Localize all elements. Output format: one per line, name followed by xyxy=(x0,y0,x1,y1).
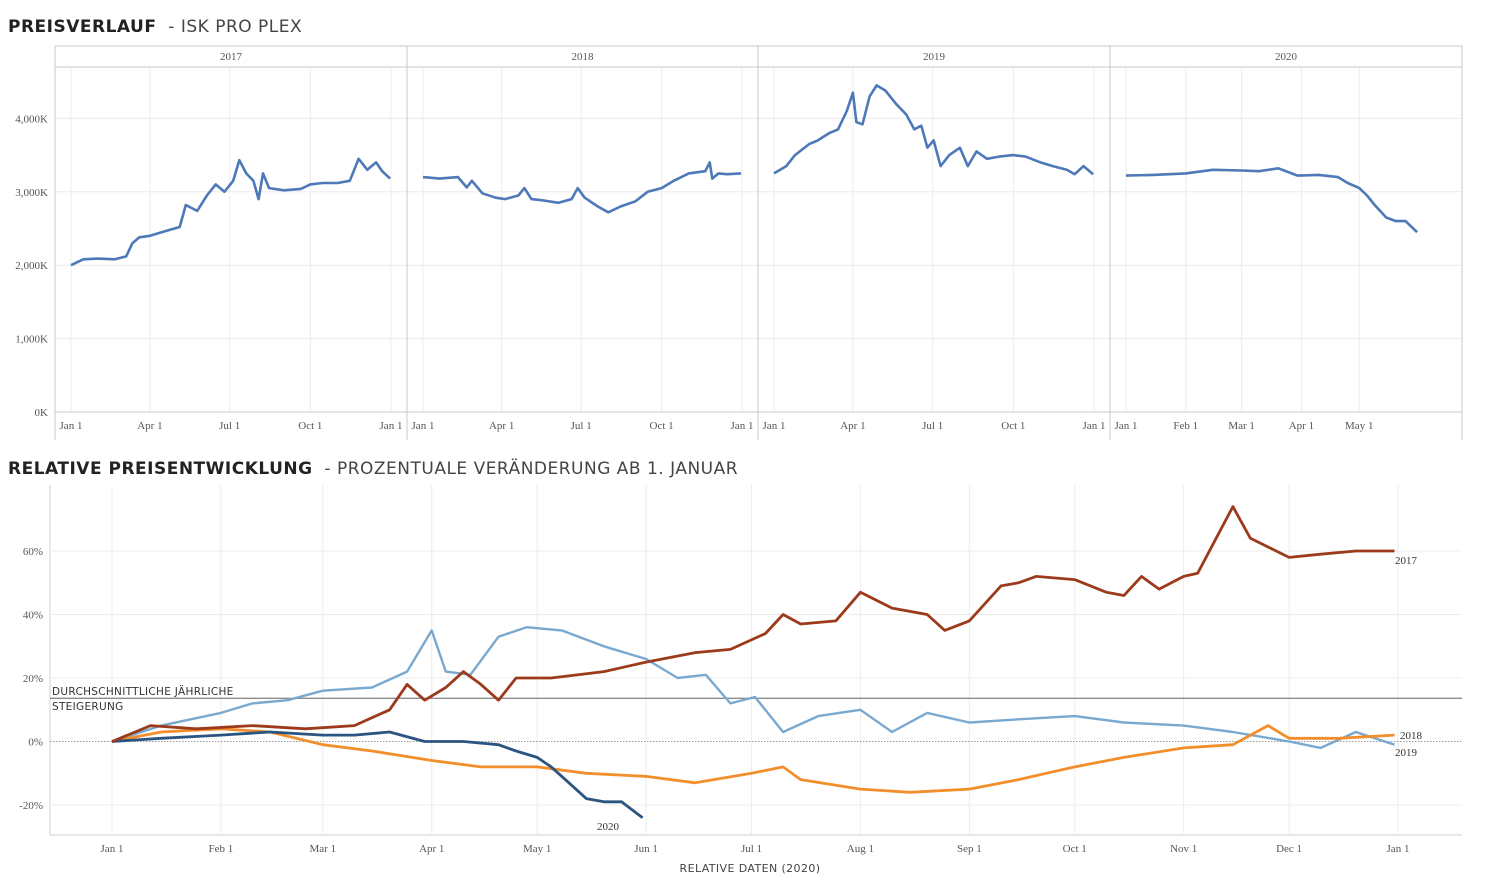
x-tick-label: Jan 1 xyxy=(1083,420,1106,432)
y-tick-label: 1,000K xyxy=(15,334,48,346)
x-tick-label: Oct 1 xyxy=(1063,843,1087,855)
x-tick-label: Jul 1 xyxy=(219,420,240,432)
price-line-2017 xyxy=(70,157,391,267)
panel-header-label: 2017 xyxy=(220,51,243,63)
x-tick-label: Aug 1 xyxy=(847,843,874,855)
x-tick-label: May 1 xyxy=(523,843,551,855)
y-tick-label: 20% xyxy=(23,673,43,685)
x-tick-label: Apr 1 xyxy=(419,843,444,855)
x-tick-label: Jan 1 xyxy=(380,420,403,432)
x-tick-label: Feb 1 xyxy=(1173,420,1198,432)
y-tick-label: 60% xyxy=(23,546,43,558)
y-tick-label: 4,000K xyxy=(15,113,48,125)
x-tick-label: Jun 1 xyxy=(634,843,658,855)
x-tick-label: Nov 1 xyxy=(1170,843,1197,855)
relative-line-2019 xyxy=(111,626,1395,750)
y-tick-label: 2,000K xyxy=(15,260,48,272)
x-tick-label: May 1 xyxy=(1345,420,1373,432)
x-tick-label: Jul 1 xyxy=(571,420,592,432)
x-tick-label: Sep 1 xyxy=(957,843,982,855)
price-line-2020 xyxy=(1125,167,1418,234)
price-history-title: PREISVERLAUF - ISK PRO PLEX xyxy=(8,17,303,37)
x-tick-label: Dec 1 xyxy=(1276,843,1302,855)
y-tick-label: 40% xyxy=(23,610,43,622)
price-history-chart: 0K 1,000K 2,000K 3,000K 4,000K 2017 Jan 1 Apr 1… xyxy=(15,45,1463,440)
x-tick-label: Jan 1 xyxy=(731,420,754,432)
x-tick-label: Apr 1 xyxy=(840,420,865,432)
price-line-2019 xyxy=(773,84,1094,176)
average-increase-label-line2: STEIGERUNG xyxy=(52,701,124,713)
x-tick-label: Jan 1 xyxy=(1387,843,1410,855)
x-tick-label: Oct 1 xyxy=(650,420,674,432)
x-tick-label: Jan 1 xyxy=(763,420,786,432)
panel-header-label: 2019 xyxy=(923,51,946,63)
x-tick-label: Apr 1 xyxy=(489,420,514,432)
y-tick-label: 3,000K xyxy=(15,187,48,199)
panel-header-label: 2020 xyxy=(1275,51,1298,63)
y-tick-label: 0% xyxy=(28,737,43,749)
x-tick-label: Apr 1 xyxy=(1289,420,1314,432)
x-tick-label: Jul 1 xyxy=(741,843,762,855)
x-tick-label: Mar 1 xyxy=(310,843,337,855)
relative-line-2018 xyxy=(111,724,1395,794)
average-increase-label-line1: DURCHSCHNITTLICHE JÄHRLICHE xyxy=(52,685,234,698)
x-tick-label: Jan 1 xyxy=(412,420,435,432)
x-tick-label: Oct 1 xyxy=(298,420,322,432)
y-tick-label: 0K xyxy=(35,407,49,419)
x-tick-label: Apr 1 xyxy=(137,420,162,432)
series-end-label-2019: 2019 xyxy=(1395,747,1418,759)
x-tick-label: Jul 1 xyxy=(922,420,943,432)
relative-line-2020 xyxy=(111,730,644,819)
x-axis-title: RELATIVE DATEN (2020) xyxy=(680,862,821,875)
series-end-label-2017: 2017 xyxy=(1395,555,1418,567)
x-tick-label: Jan 1 xyxy=(60,420,83,432)
price-line-2018 xyxy=(422,161,742,214)
series-end-label-2018: 2018 xyxy=(1400,730,1423,742)
series-end-label-2020: 2020 xyxy=(597,821,620,833)
x-tick-label: Feb 1 xyxy=(209,843,234,855)
x-tick-label: Mar 1 xyxy=(1228,420,1255,432)
relative-line-2017 xyxy=(111,505,1395,743)
relative-change-title: RELATIVE PREISENTWICKLUNG - PROZENTUALE … xyxy=(8,459,739,479)
panel-header-label: 2018 xyxy=(572,51,595,63)
x-tick-label: Jan 1 xyxy=(101,843,124,855)
y-tick-label: -20% xyxy=(19,800,43,812)
x-tick-label: Oct 1 xyxy=(1001,420,1025,432)
x-tick-label: Jan 1 xyxy=(1115,420,1138,432)
